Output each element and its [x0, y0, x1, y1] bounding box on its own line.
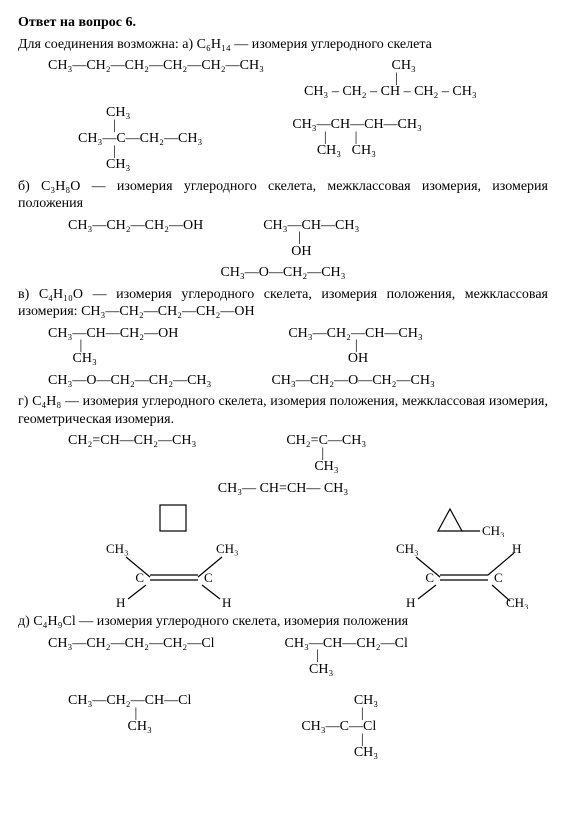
a-23dimethylbutane: CH₃—CH—CH—CH₃ | | CH₃ CH₃ [292, 116, 422, 173]
g-s2-l3: CH₃ [286, 458, 366, 476]
section-v-row2: CH₃—O—CH₂—CH₂—CH₃ CH₃—CH₂—O—CH₂—CH₃ [48, 372, 548, 390]
v-diethylether: CH₃—CH₂—O—CH₂—CH₃ [271, 372, 434, 390]
trans-br: CH₃ [506, 595, 529, 609]
a-hexane: CH₃—CH₂—CH₂—CH₂—CH₂—CH₃ [48, 57, 264, 100]
section-g-row3: CH₃ CH₃ C C H H CH₃ CH₃ H [98, 501, 548, 609]
a-s3-l5: CH₃ [78, 156, 202, 174]
b-methoxyethane: CH₃—O—CH₂—CH₃ [18, 264, 548, 282]
v-2methylpropanol: CH₃—CH—CH₂—OH | CH₃ [48, 325, 178, 368]
a-3methylpentane: CH₃ | CH₃ – CH₂ – CH – CH₂ – CH₃ [304, 57, 477, 100]
d-s2-l2: | [285, 652, 408, 660]
d-1chlorobutane: CH₃—CH₂—CH₂—CH₂—Cl [48, 635, 215, 678]
d-tertbutylchloride: CH₃ | CH₃—C—Cl | CH₃ [301, 692, 378, 761]
d-s4-l5: CH₃ [301, 744, 378, 762]
trans-bl: H [406, 595, 415, 609]
svg-text:C: C [425, 570, 434, 585]
section-a-row2: CH₃ | CH₃—C—CH₂—CH₃ | CH₃ CH₃—CH—CH—CH₃ … [78, 104, 548, 173]
b-propanol1: CH₃—CH₂—CH₂—OH [68, 217, 203, 260]
v-s2-l2: | [288, 342, 422, 350]
a-s2-l2: | [304, 75, 477, 83]
svg-text:C: C [204, 570, 213, 585]
g-s2-l2: | [286, 450, 366, 458]
g-but2ene: CH₃— CH=CH— CH₃ [18, 480, 548, 498]
d-s2-l3: CH₃ [285, 661, 408, 679]
g-left-col: CH₃ CH₃ C C H H [98, 501, 248, 609]
page-title: Ответ на вопрос 6. [18, 14, 548, 32]
cis-butene: CH₃ CH₃ C C H H [98, 539, 248, 609]
cis-br: H [222, 595, 231, 609]
a-22dimethylbutane: CH₃ | CH₃—C—CH₂—CH₃ | CH₃ [78, 104, 202, 173]
v-s1-l2: | [48, 342, 178, 350]
d-2chlorobutane: CH₃—CH₂—CH—Cl | CH₃ [68, 692, 191, 761]
d-1chloro2methylpropane: CH₃—CH—CH₂—Cl | CH₃ [285, 635, 408, 678]
g-but1ene: CH₂=CH—CH₂—CH₃ [68, 432, 196, 475]
section-v-intro: в) C₄H₁₀O — изомерия углеродного скелета… [18, 286, 548, 321]
b-propanol2: CH₃—CH—CH₃ | OH [263, 217, 359, 260]
cyclobutane-icon [156, 501, 190, 535]
section-d-intro: д) C₄H₉Cl — изомерия углеродного скелета… [18, 613, 548, 631]
svg-text:C: C [494, 570, 503, 585]
section-d-row1: CH₃—CH₂—CH₂—CH₂—Cl CH₃—CH—CH₂—Cl | CH₃ [48, 635, 548, 678]
svg-text:C: C [135, 570, 144, 585]
d-s3-l2: | [68, 710, 191, 718]
trans-butene: CH₃ H C C H CH₃ [388, 539, 538, 609]
g-isobutylene: CH₂=C—CH₃ | CH₃ [286, 432, 366, 475]
section-g-intro: г) C₄H₈ — изомерия углеродного скелета, … [18, 393, 548, 428]
a-s3-l2: | [78, 122, 202, 130]
section-d-row2: CH₃—CH₂—CH—Cl | CH₃ CH₃ | CH₃—C—Cl | CH₃ [68, 692, 548, 761]
v-butanol2: CH₃—CH₂—CH—CH₃ | OH [288, 325, 422, 368]
section-g-row1: CH₂=CH—CH₂—CH₃ CH₂=C—CH₃ | CH₃ [68, 432, 548, 475]
section-b-row1: CH₃—CH₂—CH₂—OH CH₃—CH—CH₃ | OH [68, 217, 548, 260]
a-s3-l4: | [78, 148, 202, 156]
g-right-col: CH₃ CH₃ H C C H CH₃ [388, 501, 538, 609]
d-s4-l2: | [301, 710, 378, 718]
d-s4-l4: | [301, 736, 378, 744]
section-v-row1: CH₃—CH—CH₂—OH | CH₃ CH₃—CH₂—CH—CH₃ | OH [48, 325, 548, 368]
section-b-intro: б) C₃H₈O — изомерия углеродного скелета,… [18, 178, 548, 213]
trans-tl: CH₃ [396, 541, 419, 556]
methylcyclopropane-icon: CH₃ [418, 501, 508, 537]
section-a-row1: CH₃—CH₂—CH₂—CH₂—CH₂—CH₃ CH₃ | CH₃ – CH₂ … [48, 57, 548, 100]
cis-tl: CH₃ [106, 541, 129, 556]
cis-bl: H [116, 595, 125, 609]
cyclo-methyl: CH₃ [482, 523, 505, 537]
a-s4-l3: CH₃ CH₃ [292, 142, 422, 160]
section-a-intro: Для соединения возможна: а) C₆H₁₄ — изом… [18, 36, 548, 54]
a-s4-l2: | | [292, 134, 422, 142]
b-s2-l2: | [263, 234, 359, 242]
b-s2-l3: OH [263, 243, 359, 261]
d-s3-l3: CH₃ [68, 718, 191, 736]
a-s2-l3: CH₃ – CH₂ – CH – CH₂ – CH₃ [304, 83, 477, 101]
v-s1-l3: CH₃ [48, 350, 178, 368]
v-s2-l3: OH [288, 350, 422, 368]
v-methoxypropane: CH₃—O—CH₂—CH₂—CH₃ [48, 372, 211, 390]
cis-tr: CH₃ [216, 541, 239, 556]
